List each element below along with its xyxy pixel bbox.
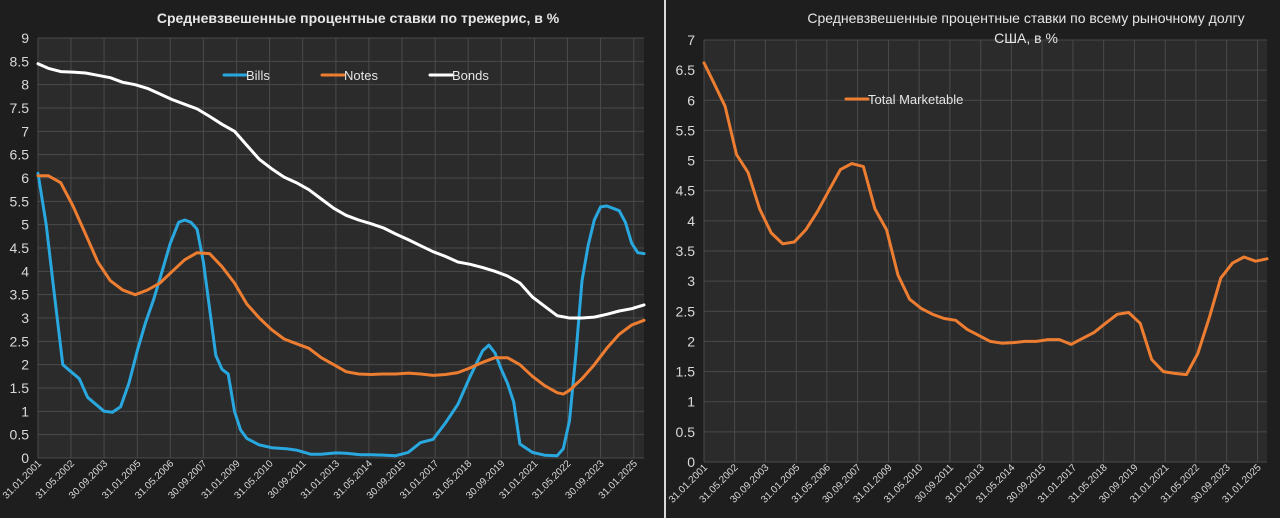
- y-tick-label: 5.5: [10, 193, 30, 209]
- y-tick-label: 1: [687, 394, 695, 410]
- y-tick-label: 0.5: [676, 424, 696, 440]
- y-tick-label: 0: [21, 450, 29, 466]
- y-tick-label: 0: [687, 454, 695, 470]
- y-tick-label: 6.5: [10, 147, 30, 163]
- y-tick-label: 3: [687, 273, 695, 289]
- y-tick-label: 5: [687, 153, 695, 169]
- y-tick-label: 4: [687, 213, 695, 229]
- y-tick-label: 7: [687, 32, 695, 48]
- y-tick-label: 8: [21, 77, 29, 93]
- y-tick-label: 6.5: [676, 62, 696, 78]
- y-tick-label: 4: [21, 263, 29, 279]
- y-tick-label: 3.5: [10, 287, 30, 303]
- legend-label: Bills: [246, 68, 270, 83]
- y-tick-label: 3: [21, 310, 29, 326]
- y-tick-label: 5.5: [676, 122, 696, 138]
- y-tick-label: 1.5: [10, 380, 30, 396]
- chart-title: Средневзвешенные процентные ставки по тр…: [157, 10, 560, 26]
- legend-label: Bonds: [452, 68, 489, 83]
- y-tick-label: 0.5: [10, 427, 30, 443]
- y-tick-label: 8.5: [10, 53, 30, 69]
- y-tick-label: 7.5: [10, 100, 30, 116]
- y-tick-label: 1.5: [676, 364, 696, 380]
- y-tick-label: 1: [21, 403, 29, 419]
- y-tick-label: 4.5: [10, 240, 30, 256]
- total-marketable-debt-chart: 00.511.522.533.544.555.566.5731.01.20013…: [667, 10, 1269, 506]
- series-line-bills: [36, 171, 646, 458]
- y-tick-label: 2.5: [676, 303, 696, 319]
- series-line-total-marketable: [702, 61, 1269, 377]
- legend-label: Total Marketable: [868, 92, 963, 107]
- series-line-notes: [36, 174, 646, 396]
- panel-divider: [664, 0, 666, 518]
- treasuries-rates-chart: 00.511.522.533.544.555.566.577.588.5931.…: [1, 10, 646, 502]
- y-tick-label: 6: [687, 92, 695, 108]
- y-tick-label: 5: [21, 217, 29, 233]
- legend-label: Notes: [344, 68, 378, 83]
- series-line-bonds: [36, 62, 646, 320]
- y-tick-label: 3.5: [676, 243, 696, 259]
- y-tick-label: 2.5: [10, 333, 30, 349]
- y-tick-label: 4.5: [676, 183, 696, 199]
- y-tick-label: 2: [21, 357, 29, 373]
- y-tick-label: 9: [21, 30, 29, 46]
- chart-title-line: США, в %: [994, 30, 1058, 46]
- y-tick-label: 7: [21, 123, 29, 139]
- y-tick-label: 2: [687, 333, 695, 349]
- y-tick-label: 6: [21, 170, 29, 186]
- chart-title-line: Средневзвешенные процентные ставки по вс…: [807, 10, 1244, 26]
